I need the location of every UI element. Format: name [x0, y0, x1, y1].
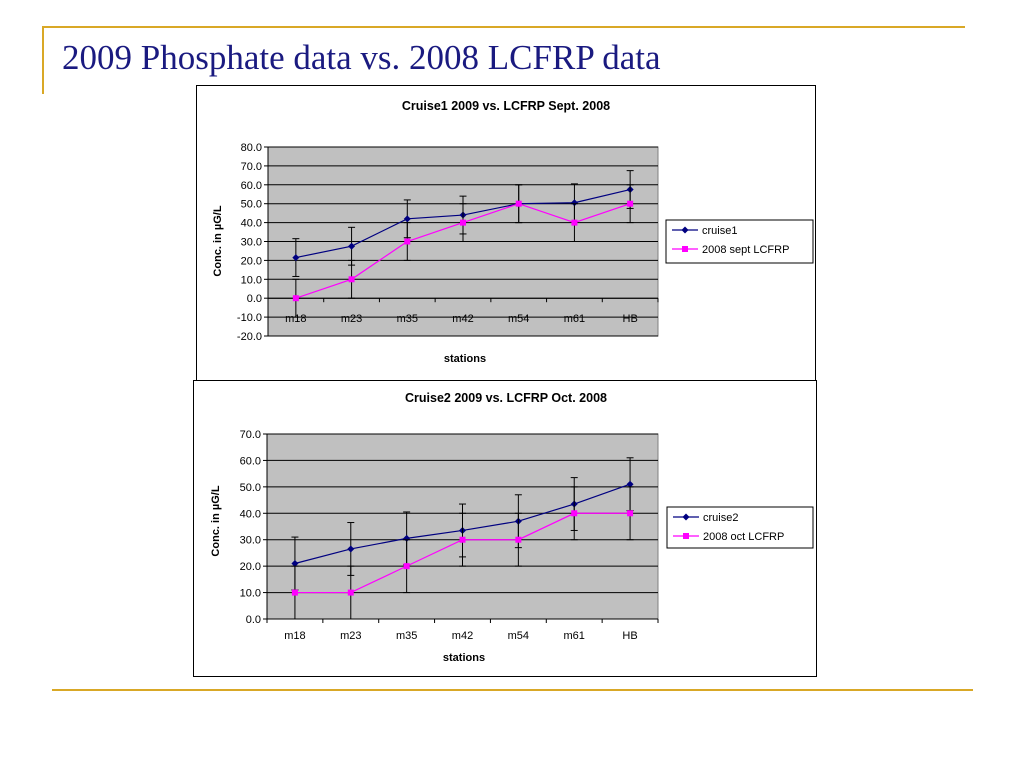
chart2-y-tick-label: 50.0	[240, 482, 261, 494]
chart1-y-tick-label: 60.0	[241, 180, 262, 192]
chart1-legend-marker-2	[682, 246, 688, 252]
chart1-y-tick-label: -20.0	[237, 331, 262, 343]
chart2-data-point-s2	[291, 589, 298, 596]
chart2-data-point-s2	[627, 510, 634, 517]
chart-cruise1-svg: Cruise1 2009 vs. LCFRP Sept. 2008 -20.0 -1…	[212, 99, 814, 365]
chart2-data-point-s2	[347, 589, 354, 596]
chart2-data-point-s1	[291, 560, 299, 567]
chart2-data-point-s2	[571, 510, 578, 517]
chart1-y-axis-label: Conc. in µG/L	[212, 205, 224, 276]
chart2-data-point-s1	[347, 545, 355, 553]
title-rule-horizontal	[42, 26, 965, 28]
chart1-y-tick-label: 70.0	[241, 161, 262, 173]
chart2-legend-label-1: cruise2	[703, 512, 738, 524]
chart1-legend-label-1: cruise1	[702, 225, 737, 237]
chart1-x-axis-label: stations	[444, 353, 486, 365]
chart1-data-point-s2	[404, 238, 411, 245]
chart1-data-point-s1	[292, 254, 300, 262]
bottom-rule	[52, 689, 973, 691]
chart1-legend-marker-1	[681, 226, 689, 234]
chart-cruise2-svg: Cruise2 2009 vs. LCFRP Oct. 2008 0.0 10.0 2…	[210, 391, 814, 664]
title-rule-vertical	[42, 28, 44, 94]
chart2-data-point-s2	[459, 536, 466, 543]
chart2-x-tick-label: m54	[508, 630, 529, 642]
chart2-y-tick-label: 20.0	[240, 561, 261, 573]
chart2-legend-marker-2	[683, 533, 689, 539]
chart1-y-tick-label: -10.0	[237, 312, 262, 324]
chart2-data-point-s2	[403, 563, 410, 570]
chart2-x-tick-label: HB	[622, 630, 637, 642]
chart2-x-tick-label: m23	[340, 630, 361, 642]
chart2-y-tick-label: 40.0	[240, 508, 261, 520]
chart2-y-tick-label: 70.0	[240, 429, 261, 441]
chart1-x-tick-label: HB	[623, 313, 638, 325]
chart2-x-tick-label: m61	[564, 630, 585, 642]
slide-title: 2009 Phosphate data vs. 2008 LCFRP data	[62, 38, 661, 77]
chart2-data-point-s1	[626, 480, 634, 488]
chart1-x-tick-label: m23	[341, 313, 362, 325]
chart2-y-tick-label: 0.0	[246, 614, 261, 626]
chart2-legend-label-2: 2008 oct LCFRP	[703, 531, 784, 543]
chart2-legend	[666, 506, 814, 549]
chart1-y-tick-label: 10.0	[241, 274, 262, 286]
chart-cruise1: Cruise1 2009 vs. LCFRP Sept. 2008 -20.0 -1…	[196, 85, 816, 381]
chart2-legend-marker-1	[682, 513, 690, 521]
chart1-data-point-s1	[570, 199, 578, 207]
chart1-x-tick-label: m35	[397, 313, 418, 325]
chart2-y-tick-label: 30.0	[240, 535, 261, 547]
chart1-y-tick-label: 50.0	[241, 199, 262, 211]
chart2-x-tick-label: m42	[452, 630, 473, 642]
chart1-data-point-s1	[348, 242, 356, 250]
chart2-y-tick-label: 10.0	[240, 588, 261, 600]
chart-cruise2: Cruise2 2009 vs. LCFRP Oct. 2008 0.0 10.0 2…	[193, 380, 817, 677]
chart2-x-tick-label: m18	[284, 630, 305, 642]
chart1-data-point-s2	[515, 200, 522, 207]
chart1-data-point-s2	[627, 200, 634, 207]
chart2-x-axis-label: stations	[443, 652, 485, 664]
chart1-x-tick-label: m18	[285, 313, 306, 325]
chart2-title: Cruise2 2009 vs. LCFRP Oct. 2008	[405, 391, 607, 405]
chart1-legend	[665, 219, 814, 264]
chart1-y-tick-label: 40.0	[241, 218, 262, 230]
chart1-x-tick-label: m42	[452, 313, 473, 325]
chart1-y-tick-label: 20.0	[241, 255, 262, 267]
chart1-title: Cruise1 2009 vs. LCFRP Sept. 2008	[402, 99, 610, 113]
chart1-data-point-s2	[460, 219, 466, 226]
chart1-y-tick-label: 30.0	[241, 237, 262, 249]
chart1-y-tick-label: 80.0	[241, 142, 262, 154]
chart1-data-point-s2	[292, 295, 299, 302]
chart1-x-tick-label: m61	[564, 313, 585, 325]
chart1-x-tick-label: m54	[508, 313, 529, 325]
chart1-y-tick-label: 0.0	[247, 293, 262, 305]
chart2-x-tick-label: m35	[396, 630, 417, 642]
chart1-data-point-s2	[348, 276, 355, 283]
chart2-y-tick-label: 60.0	[240, 455, 261, 467]
chart1-data-point-s1	[403, 215, 411, 223]
chart2-data-point-s2	[515, 536, 522, 543]
chart1-legend-label-2: 2008 sept LCFRP	[702, 244, 789, 256]
chart2-y-axis-label: Conc. in µG/L	[210, 485, 222, 556]
chart1-data-point-s2	[571, 219, 578, 226]
